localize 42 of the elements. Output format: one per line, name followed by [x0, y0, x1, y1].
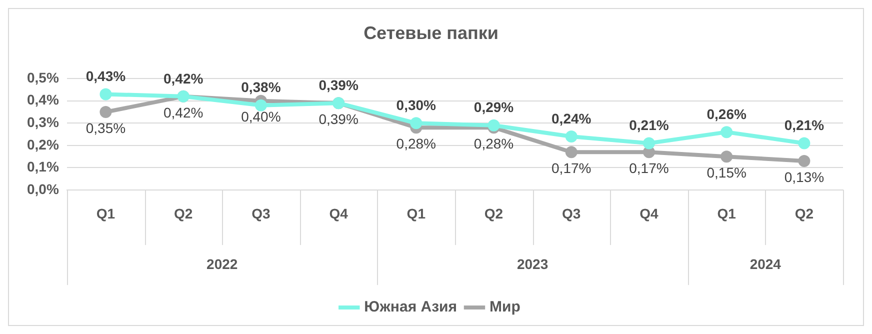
legend-label: Южная Азия — [364, 298, 457, 316]
data-label: 0,17% — [629, 160, 669, 176]
data-label: 0,17% — [552, 160, 592, 176]
data-label: 0,15% — [706, 164, 746, 180]
x-tick-label: Q3 — [562, 205, 581, 222]
data-label: 0,35% — [86, 120, 126, 136]
data-label: 0,24% — [552, 110, 592, 126]
chart-title: Сетевые папки — [364, 22, 498, 43]
data-label: 0,30% — [396, 97, 437, 114]
x-tick-label: Q1 — [96, 205, 116, 222]
data-label: 0,43% — [86, 68, 126, 84]
data-label: 0,42% — [163, 104, 204, 120]
y-tick-label: 0,1% — [26, 158, 60, 175]
text: 2024 — [750, 256, 782, 272]
legend-label: Мир — [489, 298, 520, 316]
data-label: 0,13% — [784, 168, 824, 185]
data-label: 0,21% — [784, 117, 825, 134]
data-label: 0,26% — [706, 106, 747, 122]
text: 2023 — [516, 256, 548, 272]
data-label: 0,28% — [474, 135, 514, 152]
x-tick-label: Q2 — [174, 205, 193, 222]
y-tick-label: 0,5% — [26, 69, 60, 86]
text: 2022 — [206, 256, 238, 272]
x-tick-label: Q1 — [406, 205, 426, 222]
data-label: 0,39% — [318, 76, 359, 93]
data-label: 0,38% — [241, 79, 282, 96]
data-label: 0,29% — [474, 99, 514, 116]
x-tick-label: Q4 — [640, 205, 659, 222]
data-label: 0,21% — [629, 117, 670, 134]
x-tick-label: Q1 — [717, 205, 736, 222]
y-tick-label: 0,2% — [26, 136, 60, 152]
y-tick-label: 0,4% — [26, 92, 60, 108]
x-tick-label: Q4 — [329, 205, 348, 222]
x-tick-label: Q2 — [484, 205, 504, 222]
data-label: 0,40% — [241, 108, 281, 125]
y-tick-label: 0,3% — [26, 114, 60, 130]
data-label: 0,39% — [318, 110, 358, 127]
x-tick-label: Q2 — [794, 205, 814, 222]
x-tick-label: Q3 — [252, 205, 270, 222]
data-label: 0,28% — [396, 135, 436, 152]
data-label: 0,42% — [163, 70, 204, 86]
y-tick-label: 0,0% — [26, 180, 60, 197]
